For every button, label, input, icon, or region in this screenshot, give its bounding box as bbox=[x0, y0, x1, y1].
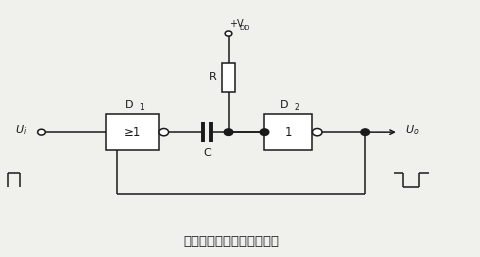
Text: ≥1: ≥1 bbox=[124, 126, 141, 139]
Text: $U_o$: $U_o$ bbox=[404, 123, 418, 137]
Bar bbox=[221, 63, 235, 92]
Bar bbox=[264, 114, 312, 150]
Text: D: D bbox=[280, 99, 288, 109]
Text: 1: 1 bbox=[284, 126, 292, 139]
Text: C: C bbox=[203, 148, 210, 158]
Text: $U_i$: $U_i$ bbox=[15, 123, 27, 137]
Circle shape bbox=[225, 31, 231, 36]
Circle shape bbox=[224, 129, 232, 135]
Circle shape bbox=[360, 129, 369, 135]
Bar bbox=[106, 114, 158, 150]
Text: 1: 1 bbox=[139, 103, 144, 112]
Circle shape bbox=[37, 129, 45, 135]
Text: +V: +V bbox=[229, 19, 243, 29]
Text: DD: DD bbox=[239, 25, 249, 31]
Text: D: D bbox=[124, 99, 133, 109]
Circle shape bbox=[312, 128, 322, 136]
Text: 或非门构成的单稳态触发器: 或非门构成的单稳态触发器 bbox=[182, 235, 278, 248]
Circle shape bbox=[260, 129, 268, 135]
Text: R: R bbox=[209, 72, 216, 82]
Text: 2: 2 bbox=[294, 103, 299, 112]
Circle shape bbox=[158, 128, 168, 136]
